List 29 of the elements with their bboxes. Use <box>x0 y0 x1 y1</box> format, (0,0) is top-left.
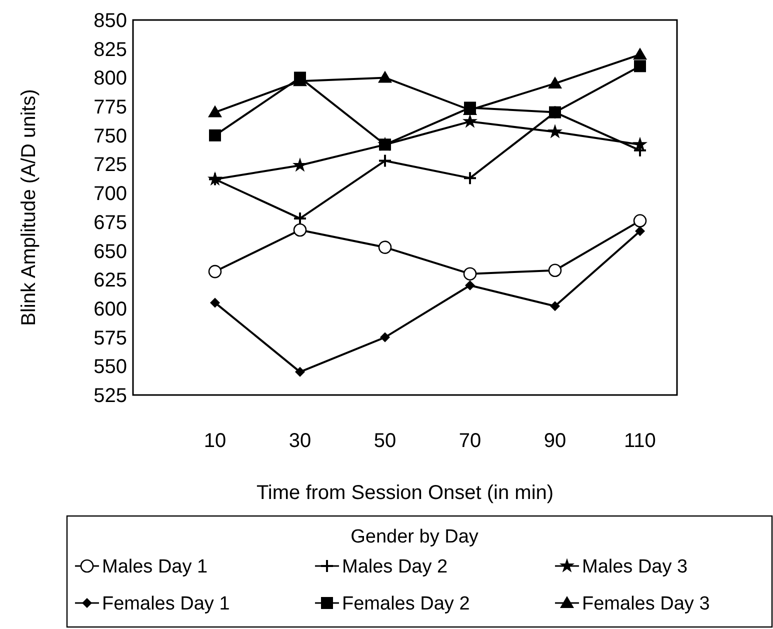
y-tick-label: 525 <box>94 385 127 407</box>
y-tick-label: 650 <box>94 240 127 263</box>
legend-title: Gender by Day <box>350 526 479 548</box>
legend-label: Females Day 2 <box>342 594 470 615</box>
x-tick-label: 30 <box>288 430 312 452</box>
y-tick-label: 625 <box>94 270 127 292</box>
legend-label: Males Day 2 <box>342 556 448 578</box>
y-tick-label: 600 <box>94 298 127 320</box>
x-axis-title: Time from Session Onset (in min) <box>256 482 554 504</box>
legend-label: Females Day 3 <box>582 594 710 615</box>
x-tick-label: 110 <box>624 430 656 452</box>
y-tick-label: 575 <box>94 327 127 350</box>
y-tick-label: 850 <box>94 10 127 32</box>
x-tick-label: 10 <box>204 430 226 452</box>
y-tick-label: 800 <box>94 68 127 90</box>
x-tick-label: 90 <box>544 430 566 452</box>
y-tick-label: 775 <box>94 96 127 119</box>
y-tick-label: 550 <box>94 356 127 378</box>
y-tick-label: 825 <box>94 38 127 61</box>
y-tick-label: 675 <box>94 212 127 234</box>
legend-label: Females Day 1 <box>102 594 230 615</box>
y-tick-label: 725 <box>94 154 127 176</box>
y-axis-title: Blink Amplitude (A/D units) <box>18 89 40 326</box>
legend-label: Males Day 3 <box>582 556 688 578</box>
x-tick-label: 50 <box>374 430 396 452</box>
y-tick-label: 750 <box>94 125 127 148</box>
y-tick-label: 700 <box>94 183 127 206</box>
legend-label: Males Day 1 <box>102 556 208 578</box>
x-tick-label: 70 <box>458 430 482 452</box>
